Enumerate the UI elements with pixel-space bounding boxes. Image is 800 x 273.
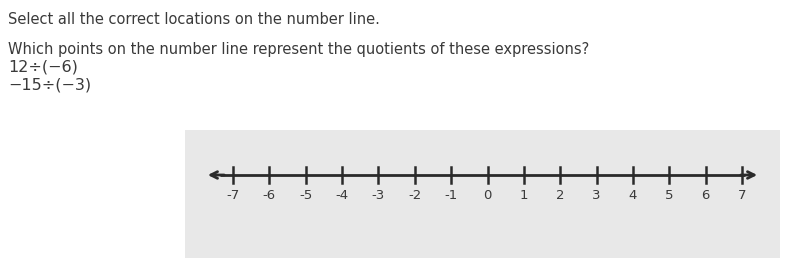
Text: -3: -3 — [372, 189, 385, 202]
Text: 2: 2 — [556, 189, 565, 202]
Text: −15÷(−3): −15÷(−3) — [8, 78, 91, 93]
Text: 12÷(−6): 12÷(−6) — [8, 60, 78, 75]
Text: Which points on the number line represent the quotients of these expressions?: Which points on the number line represen… — [8, 42, 590, 57]
Text: 0: 0 — [483, 189, 492, 202]
Text: 3: 3 — [592, 189, 601, 202]
Text: -6: -6 — [262, 189, 276, 202]
Text: -7: -7 — [226, 189, 240, 202]
Bar — [185, 130, 780, 258]
Text: -4: -4 — [335, 189, 349, 202]
Text: 7: 7 — [738, 189, 746, 202]
Text: 4: 4 — [629, 189, 637, 202]
Text: Select all the correct locations on the number line.: Select all the correct locations on the … — [8, 12, 380, 27]
Text: -1: -1 — [445, 189, 458, 202]
Text: -2: -2 — [408, 189, 422, 202]
Text: 1: 1 — [520, 189, 528, 202]
Text: 5: 5 — [665, 189, 674, 202]
Text: 6: 6 — [702, 189, 710, 202]
Text: -5: -5 — [299, 189, 312, 202]
